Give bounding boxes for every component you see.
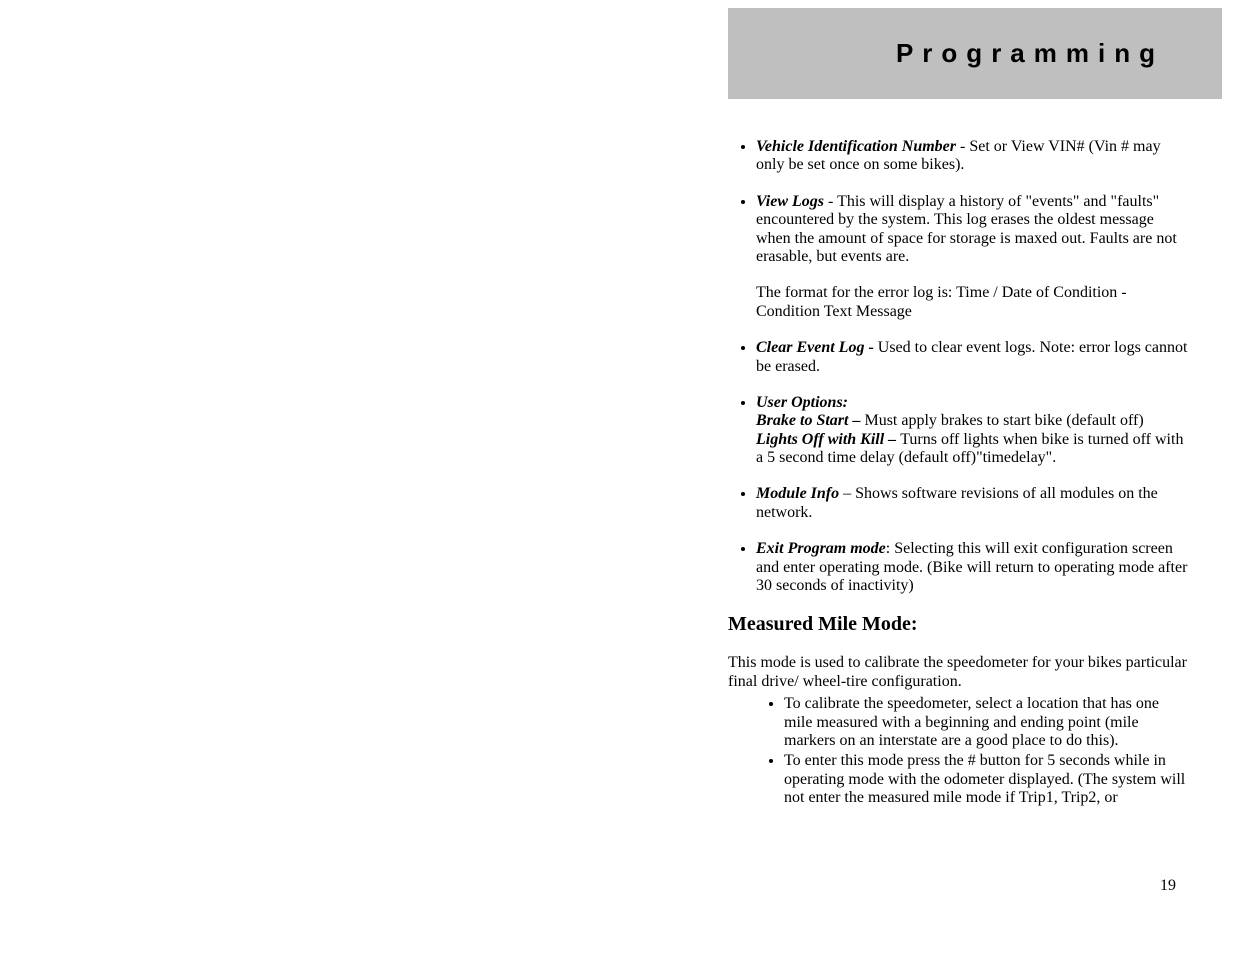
sub-label: Brake to Start – xyxy=(756,412,864,429)
item-label: Vehicle Identification Number xyxy=(756,138,956,155)
item-extra: The format for the error log is: Time / … xyxy=(756,284,1188,321)
item-sep: : xyxy=(886,540,894,557)
steps-list: To calibrate the speedometer, select a l… xyxy=(728,695,1188,807)
item-sep: – xyxy=(839,485,855,502)
header-banner: Programming xyxy=(728,8,1222,99)
sub-label: Lights Off with Kill – xyxy=(756,431,900,448)
list-item: User Options: Brake to Start – Must appl… xyxy=(756,394,1188,468)
feature-list: Vehicle Identification Number - Set or V… xyxy=(728,138,1188,595)
list-item: Exit Program mode: Selecting this will e… xyxy=(756,540,1188,595)
page-number: 19 xyxy=(1160,877,1176,895)
section-intro: This mode is used to calibrate the speed… xyxy=(728,654,1188,691)
sub-desc: Must apply brakes to start bike (default… xyxy=(864,412,1143,429)
step-text: To calibrate the speedometer, select a l… xyxy=(784,695,1159,749)
item-label: Module Info xyxy=(756,485,839,502)
item-label: User Options: xyxy=(756,394,848,411)
item-sep: - xyxy=(824,193,837,210)
list-item: To calibrate the speedometer, select a l… xyxy=(784,695,1188,750)
item-label: Clear Event Log - xyxy=(756,339,878,356)
list-item: Vehicle Identification Number - Set or V… xyxy=(756,138,1188,175)
list-item: View Logs - This will display a history … xyxy=(756,193,1188,321)
item-label: Exit Program mode xyxy=(756,540,886,557)
step-text: To enter this mode press the # button fo… xyxy=(784,752,1185,806)
list-item: To enter this mode press the # button fo… xyxy=(784,752,1188,807)
item-label: View Logs xyxy=(756,193,824,210)
section-heading: Measured Mile Mode: xyxy=(728,613,1188,636)
document-page: Programming Vehicle Identification Numbe… xyxy=(0,0,1235,954)
page-title: Programming xyxy=(896,38,1164,69)
body-content: Vehicle Identification Number - Set or V… xyxy=(728,138,1188,810)
item-sep: - xyxy=(956,138,969,155)
list-item: Module Info – Shows software revisions o… xyxy=(756,485,1188,522)
list-item: Clear Event Log - Used to clear event lo… xyxy=(756,339,1188,376)
